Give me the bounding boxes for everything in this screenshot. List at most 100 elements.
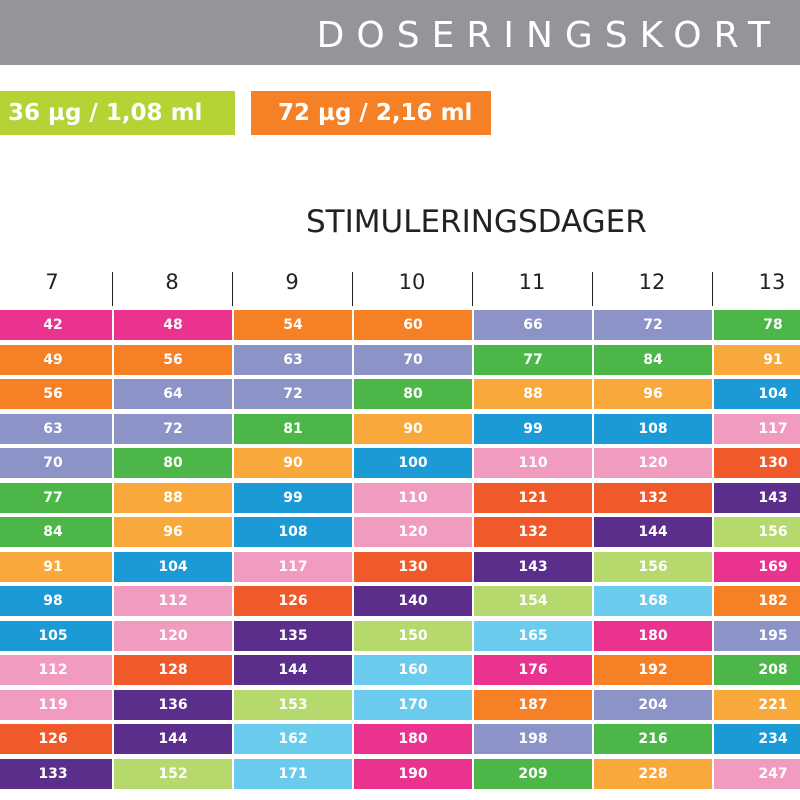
table-cell: 84 (594, 345, 712, 375)
table-cell: 153 (234, 690, 352, 720)
table-cell: 120 (594, 448, 712, 478)
table-cell: 143 (474, 552, 592, 582)
table-cell: 204 (594, 690, 712, 720)
table-cell: 63 (0, 414, 112, 444)
table-cell: 126 (234, 586, 352, 616)
column-header: 11 (518, 270, 546, 294)
table-cell: 70 (354, 345, 472, 375)
table-cell: 63 (234, 345, 352, 375)
table-cell: 209 (474, 759, 592, 789)
table-cell: 150 (354, 621, 472, 651)
table-cell: 117 (714, 414, 800, 444)
table-cell: 144 (594, 517, 712, 547)
table-cell: 144 (114, 724, 232, 754)
table-cell: 136 (114, 690, 232, 720)
table-cell: 90 (234, 448, 352, 478)
table-cell: 99 (474, 414, 592, 444)
table-cell: 108 (594, 414, 712, 444)
column-divider (592, 272, 593, 306)
table-cell: 56 (0, 379, 112, 409)
table-cell: 72 (234, 379, 352, 409)
column-header: 12 (638, 270, 666, 294)
table-cell: 88 (114, 483, 232, 513)
table-cell: 104 (714, 379, 800, 409)
section-title: STIMULERINGSDAGER (306, 204, 647, 240)
column-header: 10 (398, 270, 426, 294)
column-divider (472, 272, 473, 306)
table-cell: 190 (354, 759, 472, 789)
table-cell: 84 (0, 517, 112, 547)
column-divider (112, 272, 113, 306)
table-cell: 228 (594, 759, 712, 789)
table-cell: 208 (714, 655, 800, 685)
table-cell: 96 (594, 379, 712, 409)
table-cell: 133 (0, 759, 112, 789)
table-cell: 180 (354, 724, 472, 754)
column-divider (232, 272, 233, 306)
table-cell: 170 (354, 690, 472, 720)
table-cell: 168 (594, 586, 712, 616)
table-cell: 171 (234, 759, 352, 789)
table-cell: 104 (114, 552, 232, 582)
table-cell: 130 (354, 552, 472, 582)
table-cell: 81 (234, 414, 352, 444)
table-cell: 100 (354, 448, 472, 478)
table-cell: 72 (594, 310, 712, 340)
column-header: 8 (165, 270, 179, 294)
table-cell: 154 (474, 586, 592, 616)
table-cell: 70 (0, 448, 112, 478)
table-cell: 112 (0, 655, 112, 685)
table-cell: 77 (0, 483, 112, 513)
table-cell: 128 (114, 655, 232, 685)
table-cell: 90 (354, 414, 472, 444)
table-cell: 216 (594, 724, 712, 754)
table-cell: 135 (234, 621, 352, 651)
table-cell: 140 (354, 586, 472, 616)
table-cell: 143 (714, 483, 800, 513)
dose-badge-72: 72 µg / 2,16 ml (251, 91, 491, 135)
table-cell: 66 (474, 310, 592, 340)
table-cell: 88 (474, 379, 592, 409)
table-cell: 54 (234, 310, 352, 340)
table-cell: 80 (114, 448, 232, 478)
column-divider (352, 272, 353, 306)
table-cell: 60 (354, 310, 472, 340)
table-cell: 56 (114, 345, 232, 375)
table-cell: 91 (0, 552, 112, 582)
table-cell: 221 (714, 690, 800, 720)
table-cell: 120 (114, 621, 232, 651)
table-cell: 99 (234, 483, 352, 513)
header-bar: DOSERINGSKORT (0, 0, 800, 65)
column-header: 9 (285, 270, 299, 294)
table-cell: 176 (474, 655, 592, 685)
table-cell: 112 (114, 586, 232, 616)
table-cell: 98 (0, 586, 112, 616)
table-cell: 192 (594, 655, 712, 685)
table-cell: 105 (0, 621, 112, 651)
table-cell: 195 (714, 621, 800, 651)
table-cell: 156 (594, 552, 712, 582)
table-cell: 80 (354, 379, 472, 409)
table-cell: 144 (234, 655, 352, 685)
table-cell: 180 (594, 621, 712, 651)
table-cell: 91 (714, 345, 800, 375)
table-cell: 78 (714, 310, 800, 340)
dose-badge-36: 36 µg / 1,08 ml (0, 91, 235, 135)
table-cell: 198 (474, 724, 592, 754)
table-cell: 126 (0, 724, 112, 754)
table-cell: 247 (714, 759, 800, 789)
column-divider (712, 272, 713, 306)
table-cell: 132 (474, 517, 592, 547)
table-cell: 187 (474, 690, 592, 720)
column-header: 13 (758, 270, 786, 294)
table-cell: 117 (234, 552, 352, 582)
table-cell: 108 (234, 517, 352, 547)
page-title: DOSERINGSKORT (316, 15, 782, 56)
table-cell: 72 (114, 414, 232, 444)
table-cell: 162 (234, 724, 352, 754)
table-cell: 121 (474, 483, 592, 513)
table-cell: 48 (114, 310, 232, 340)
table-cell: 165 (474, 621, 592, 651)
table-cell: 160 (354, 655, 472, 685)
table-cell: 110 (354, 483, 472, 513)
